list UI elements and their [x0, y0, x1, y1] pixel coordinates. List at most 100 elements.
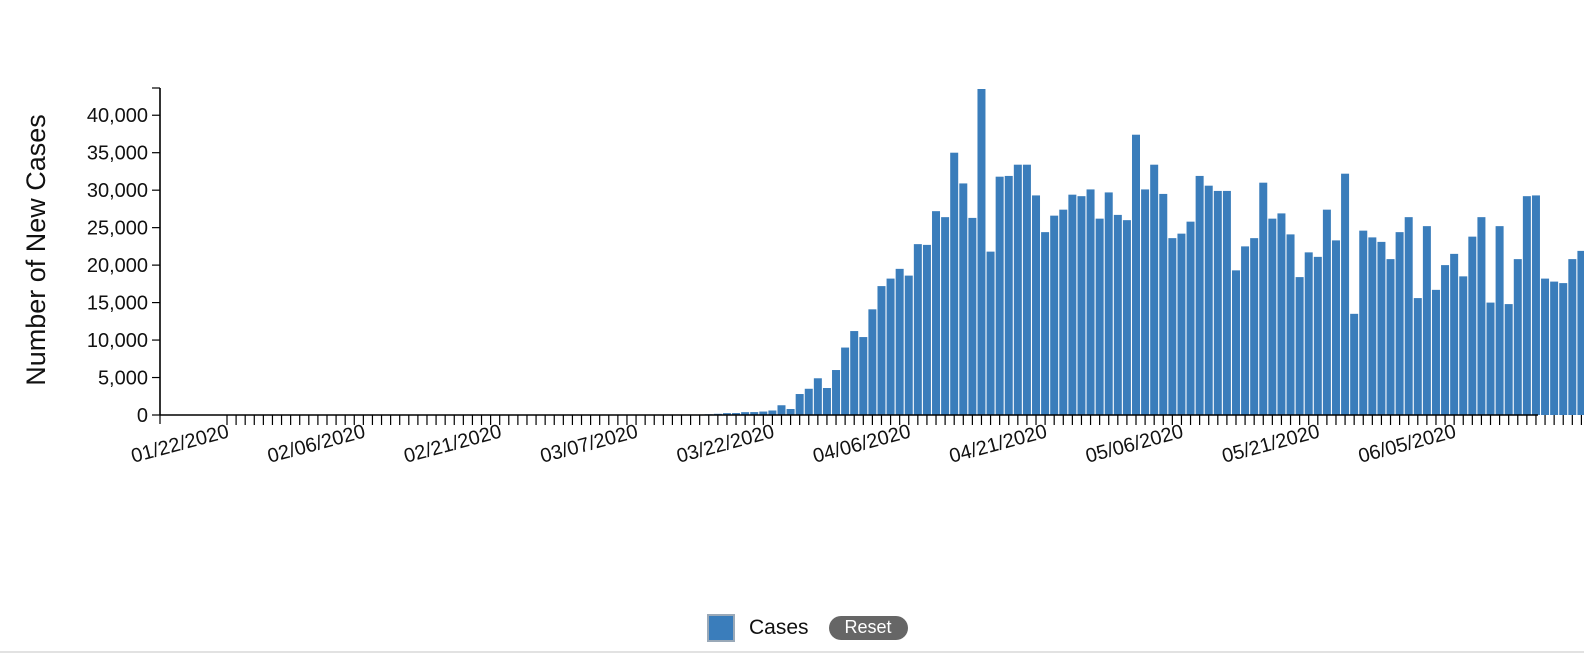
bar[interactable] — [1104, 192, 1113, 415]
bar[interactable] — [1441, 265, 1450, 415]
bar[interactable] — [1504, 304, 1513, 415]
bar[interactable] — [722, 413, 731, 415]
bar[interactable] — [777, 405, 786, 415]
bar[interactable] — [968, 217, 977, 415]
bar[interactable] — [804, 388, 813, 415]
bar[interactable] — [795, 394, 804, 415]
bar[interactable] — [1522, 196, 1531, 415]
bar[interactable] — [1304, 252, 1313, 415]
bar[interactable] — [1468, 236, 1477, 415]
bar[interactable] — [904, 275, 913, 415]
bar[interactable] — [813, 378, 822, 415]
bar[interactable] — [1050, 215, 1059, 415]
bar[interactable] — [768, 410, 777, 416]
bar[interactable] — [1241, 246, 1250, 415]
bar[interactable] — [959, 183, 968, 415]
bar[interactable] — [1122, 220, 1131, 415]
bar[interactable] — [1495, 226, 1504, 415]
bar[interactable] — [750, 412, 759, 415]
bar[interactable] — [950, 152, 959, 415]
bar[interactable] — [1413, 298, 1422, 415]
bar[interactable] — [1313, 256, 1322, 415]
bar[interactable] — [741, 412, 750, 415]
bar[interactable] — [1095, 218, 1104, 415]
bar[interactable] — [1486, 302, 1495, 415]
bar[interactable] — [1268, 218, 1277, 415]
bar[interactable] — [1177, 233, 1186, 415]
bar[interactable] — [1113, 214, 1122, 415]
bar[interactable] — [1322, 209, 1331, 415]
bar[interactable] — [1341, 173, 1350, 415]
bar[interactable] — [1259, 182, 1268, 415]
bar[interactable] — [841, 347, 850, 415]
bar[interactable] — [1559, 283, 1568, 415]
bar[interactable] — [1159, 193, 1168, 415]
bar[interactable] — [1059, 209, 1068, 415]
bar[interactable] — [1395, 232, 1404, 415]
bar[interactable] — [1277, 213, 1286, 415]
bar[interactable] — [1086, 189, 1095, 415]
bar[interactable] — [1068, 194, 1077, 415]
reset-button[interactable]: Reset — [828, 616, 908, 640]
bar[interactable] — [1132, 134, 1140, 415]
bar[interactable] — [1359, 230, 1368, 415]
bar[interactable] — [759, 411, 768, 415]
bar[interactable] — [1568, 259, 1577, 415]
bar[interactable] — [941, 217, 950, 415]
bar[interactable] — [1204, 185, 1213, 415]
bar[interactable] — [1377, 241, 1386, 415]
bar[interactable] — [822, 388, 831, 415]
bar[interactable] — [1577, 250, 1584, 415]
bar[interactable] — [1186, 221, 1195, 415]
bar[interactable] — [1331, 240, 1340, 415]
legend-swatch-cases[interactable] — [707, 614, 735, 642]
bar[interactable] — [877, 286, 886, 415]
bar[interactable] — [1041, 232, 1050, 415]
bar[interactable] — [1422, 226, 1431, 415]
bar[interactable] — [1286, 234, 1295, 415]
bar[interactable] — [1450, 253, 1459, 415]
bar[interactable] — [1386, 259, 1395, 415]
bar[interactable] — [1513, 259, 1522, 415]
x-tick-label: 02/21/2020 — [402, 421, 504, 468]
bar[interactable] — [1213, 190, 1222, 415]
legend-label-cases[interactable]: Cases — [749, 616, 809, 639]
bar[interactable] — [1477, 217, 1486, 415]
bar[interactable] — [895, 268, 904, 415]
bar[interactable] — [1013, 164, 1022, 415]
bar[interactable] — [1431, 289, 1440, 415]
bar[interactable] — [977, 89, 986, 415]
bar[interactable] — [1459, 276, 1468, 415]
bar[interactable] — [868, 309, 877, 415]
bar[interactable] — [1368, 237, 1377, 415]
bar[interactable] — [932, 211, 941, 415]
bar[interactable] — [1404, 217, 1413, 415]
bar[interactable] — [886, 278, 895, 415]
bar[interactable] — [1250, 238, 1259, 415]
bar[interactable] — [1195, 175, 1204, 415]
bar[interactable] — [913, 244, 922, 415]
bar[interactable] — [1295, 277, 1304, 415]
bar[interactable] — [732, 413, 741, 415]
bar[interactable] — [1541, 278, 1550, 415]
bar[interactable] — [786, 409, 795, 415]
bar[interactable] — [1231, 270, 1240, 415]
bar[interactable] — [832, 370, 841, 415]
bar[interactable] — [1350, 313, 1359, 415]
bar[interactable] — [1077, 196, 1086, 415]
bar[interactable] — [1531, 195, 1540, 415]
bar[interactable] — [850, 331, 859, 415]
bar[interactable] — [995, 176, 1004, 415]
bar[interactable] — [1550, 281, 1559, 415]
bar[interactable] — [1022, 164, 1031, 415]
bar[interactable] — [1032, 195, 1041, 415]
bar[interactable] — [1168, 238, 1177, 415]
bar[interactable] — [1141, 189, 1150, 415]
bar[interactable] — [859, 337, 868, 415]
bar[interactable] — [1004, 175, 1013, 415]
bar[interactable] — [1222, 190, 1231, 415]
bar[interactable] — [922, 244, 931, 415]
bar[interactable] — [986, 251, 995, 415]
y-tick-label: 5,000 — [98, 368, 148, 390]
bar[interactable] — [1150, 164, 1159, 415]
